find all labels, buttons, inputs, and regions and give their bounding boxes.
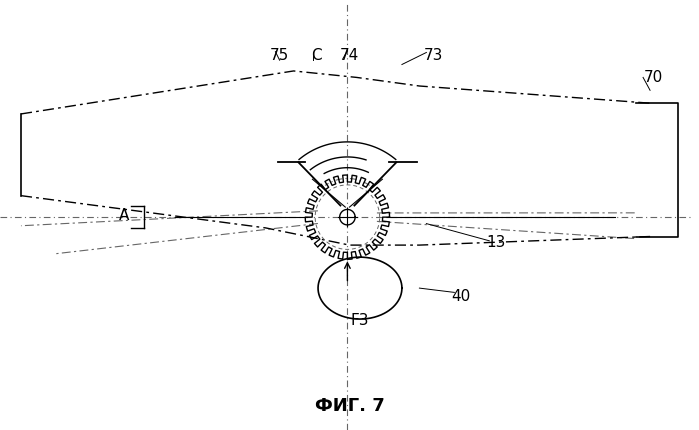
Text: 70: 70 [644,70,663,85]
Text: 40: 40 [452,289,471,304]
Text: 73: 73 [424,49,443,63]
Text: 75: 75 [270,49,289,63]
Text: ФИГ. 7: ФИГ. 7 [315,397,384,415]
Text: 13: 13 [487,236,506,250]
Text: A: A [120,208,129,222]
Text: C: C [311,49,322,63]
Text: 74: 74 [340,49,359,63]
Text: F3: F3 [351,313,369,328]
